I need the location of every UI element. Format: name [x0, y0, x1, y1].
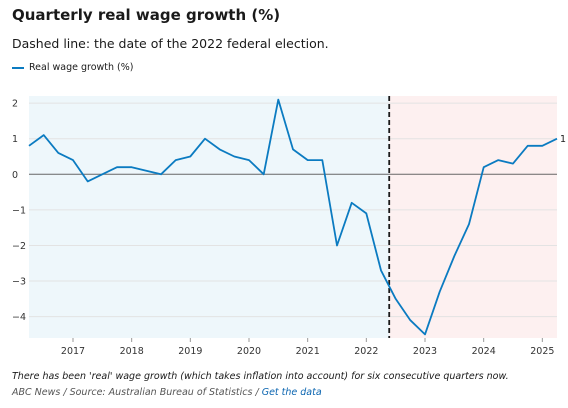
get-data-link[interactable]: Get the data	[261, 387, 322, 398]
x-tick-label: 2017	[61, 346, 85, 357]
source-line: ABC News / Source: Australian Bureau of …	[12, 387, 322, 398]
x-tick-label: 2024	[472, 346, 496, 357]
x-tick-label: 2020	[237, 346, 261, 357]
end-value-label: 1	[560, 134, 566, 145]
y-tick-label: 2	[12, 99, 18, 110]
y-tick-label: −3	[12, 277, 26, 288]
shade-after-election	[389, 96, 557, 338]
chart-note: There has been 'real' wage growth (which…	[12, 371, 509, 382]
y-tick-label: −1	[12, 205, 26, 216]
y-tick-label: 0	[12, 170, 18, 181]
line-chart: 2 1 0 −1 −2 −3 −4 2017 2018 2019 2020 2021 2022 2023 2…	[12, 96, 566, 357]
x-tick-label: 2018	[120, 346, 144, 357]
x-tick-label: 2023	[413, 346, 437, 357]
shade-before-election	[29, 96, 390, 338]
legend-label: Real wage growth (%)	[29, 62, 134, 73]
y-tick-label: −4	[12, 312, 26, 323]
source-text: ABC News / Source: Australian Bureau of …	[12, 387, 259, 398]
chart-subtitle: Dashed line: the date of the 2022 federa…	[12, 36, 329, 51]
x-tick-label: 2025	[530, 346, 554, 357]
x-tick-label: 2022	[354, 346, 378, 357]
x-tick-label: 2021	[296, 346, 320, 357]
x-tick-label: 2019	[178, 346, 202, 357]
legend: Real wage growth (%)	[12, 62, 134, 73]
legend-swatch	[12, 66, 24, 69]
y-tick-label: 1	[12, 134, 18, 145]
chart-title: Quarterly real wage growth (%)	[12, 6, 281, 24]
series-line-real-wage-growth	[28, 98, 558, 336]
y-tick-label: −2	[12, 241, 26, 252]
